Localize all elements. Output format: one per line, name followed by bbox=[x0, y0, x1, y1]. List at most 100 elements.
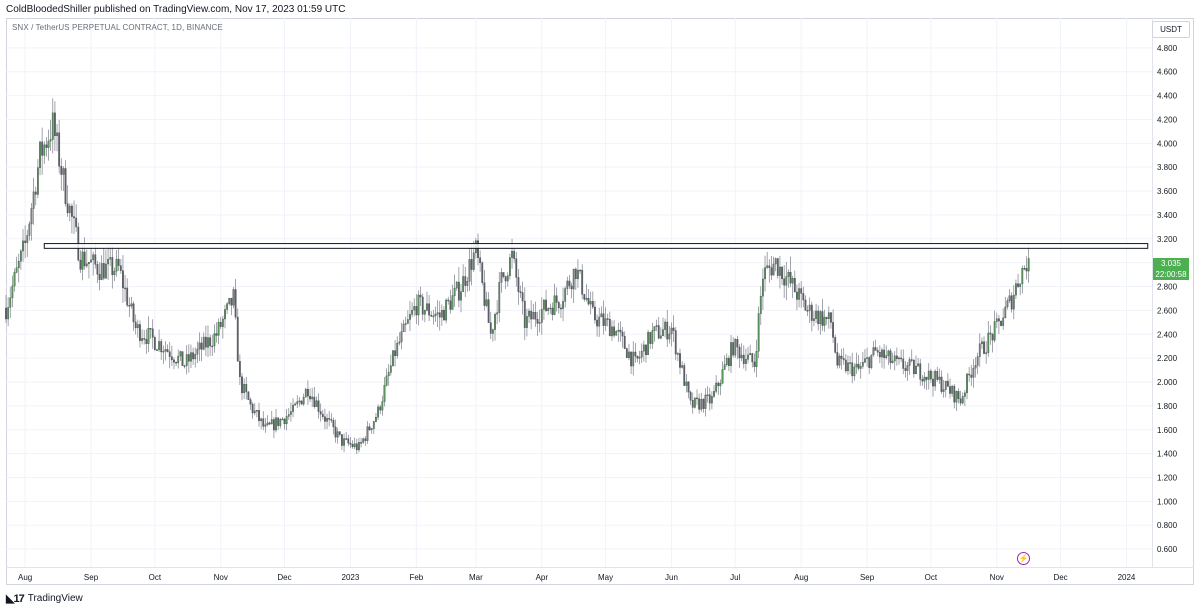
candle-body bbox=[615, 331, 618, 336]
candle-body bbox=[591, 301, 594, 308]
candle-body bbox=[428, 303, 431, 316]
candle-body bbox=[985, 352, 988, 354]
time-tick-label: Jul bbox=[730, 573, 740, 582]
candle-layer bbox=[5, 98, 1030, 455]
candle-body bbox=[691, 400, 694, 408]
candle-body bbox=[173, 359, 175, 363]
candle-body bbox=[22, 240, 24, 252]
candle-body bbox=[998, 318, 1000, 322]
chart-frame bbox=[6, 18, 1194, 585]
candle-body bbox=[827, 312, 830, 320]
candle-body bbox=[460, 291, 462, 301]
candle-body bbox=[976, 356, 979, 366]
candle-body bbox=[798, 288, 800, 300]
candle-body bbox=[347, 438, 350, 444]
candle-body bbox=[260, 418, 263, 422]
candle-body bbox=[324, 416, 326, 422]
candle-body bbox=[630, 351, 632, 367]
price-tick-label: 4.800 bbox=[1157, 44, 1178, 53]
candle-body bbox=[762, 278, 764, 297]
candle-body bbox=[41, 141, 44, 156]
candle-body bbox=[959, 398, 962, 404]
candle-body bbox=[58, 132, 61, 167]
candle-body bbox=[481, 262, 484, 283]
candle-body bbox=[453, 287, 456, 296]
candle-body bbox=[415, 306, 418, 316]
candle-body bbox=[674, 330, 677, 355]
candle-body bbox=[126, 287, 129, 306]
candle-body bbox=[740, 354, 743, 359]
candle-body bbox=[466, 281, 469, 286]
candle-body bbox=[494, 313, 496, 330]
candle-body bbox=[532, 312, 535, 320]
candle-body bbox=[749, 353, 752, 356]
lightning-icon[interactable]: ⚡ bbox=[1017, 552, 1030, 565]
candle-body bbox=[932, 378, 934, 387]
candle-body bbox=[258, 410, 260, 422]
candle-body bbox=[904, 368, 907, 371]
candle-body bbox=[141, 338, 143, 341]
candle-body bbox=[170, 356, 173, 361]
candle-body bbox=[608, 318, 611, 337]
candle-body bbox=[236, 316, 239, 362]
candle-body bbox=[649, 332, 652, 344]
candle-body bbox=[175, 361, 177, 364]
candle-body bbox=[587, 298, 590, 305]
candle-body bbox=[321, 413, 324, 417]
candle-body bbox=[766, 265, 769, 268]
candle-body bbox=[92, 254, 95, 261]
candle-body bbox=[912, 360, 915, 375]
price-axis-separator bbox=[1152, 18, 1153, 567]
candle-body bbox=[625, 348, 628, 358]
currency-button[interactable]: USDT bbox=[1152, 21, 1190, 38]
candle-body bbox=[940, 376, 943, 392]
candle-body bbox=[517, 277, 520, 292]
time-axis: Aug Sep Oct Nov Dec 2023 Feb Mar Apr May Jun Jul Aug… bbox=[18, 573, 1136, 582]
candle-body bbox=[79, 259, 82, 270]
candle-body bbox=[596, 319, 598, 327]
candle-body bbox=[619, 329, 622, 333]
candle-body bbox=[621, 331, 624, 337]
symbol-legend: SNX / TetherUS PERPETUAL CONTRACT, 1D, B… bbox=[12, 23, 223, 32]
candle-body bbox=[389, 365, 392, 373]
candle-body bbox=[504, 276, 507, 282]
candle-body bbox=[802, 293, 805, 301]
price-tick-label: 1.000 bbox=[1157, 497, 1178, 506]
candle-body bbox=[927, 370, 930, 380]
candle-body bbox=[85, 263, 88, 267]
candle-body bbox=[60, 166, 63, 175]
candle-body bbox=[17, 261, 20, 269]
tradingview-logo[interactable]: ◣17 TradingView bbox=[6, 592, 83, 605]
candle-body bbox=[545, 299, 547, 311]
candle-body bbox=[115, 258, 118, 272]
candle-body bbox=[906, 365, 909, 371]
candle-body bbox=[417, 294, 420, 316]
candle-body bbox=[553, 295, 556, 315]
candle-body bbox=[421, 296, 424, 315]
candle-body bbox=[696, 397, 698, 400]
candle-body bbox=[215, 333, 218, 336]
candle-body bbox=[30, 208, 33, 225]
candle-body bbox=[498, 282, 501, 313]
candle-body bbox=[192, 352, 195, 360]
last-price-value: 3.035 bbox=[1160, 259, 1182, 268]
candle-body bbox=[107, 258, 109, 265]
candle-body bbox=[211, 345, 214, 348]
candle-body bbox=[56, 132, 58, 137]
candle-body bbox=[817, 310, 820, 325]
candle-body bbox=[936, 371, 939, 380]
candle-body bbox=[226, 303, 229, 310]
candle-body bbox=[808, 304, 811, 311]
candle-body bbox=[423, 310, 426, 315]
candle-body bbox=[49, 139, 52, 142]
grid-layer bbox=[6, 18, 1152, 567]
candle-body bbox=[713, 391, 715, 397]
time-tick-label: 2023 bbox=[342, 573, 360, 582]
candle-body bbox=[562, 301, 564, 309]
candle-body bbox=[946, 380, 949, 387]
candle-body bbox=[855, 363, 858, 368]
candle-body bbox=[598, 316, 601, 327]
candle-body bbox=[224, 309, 226, 320]
price-tick-label: 1.600 bbox=[1157, 426, 1178, 435]
